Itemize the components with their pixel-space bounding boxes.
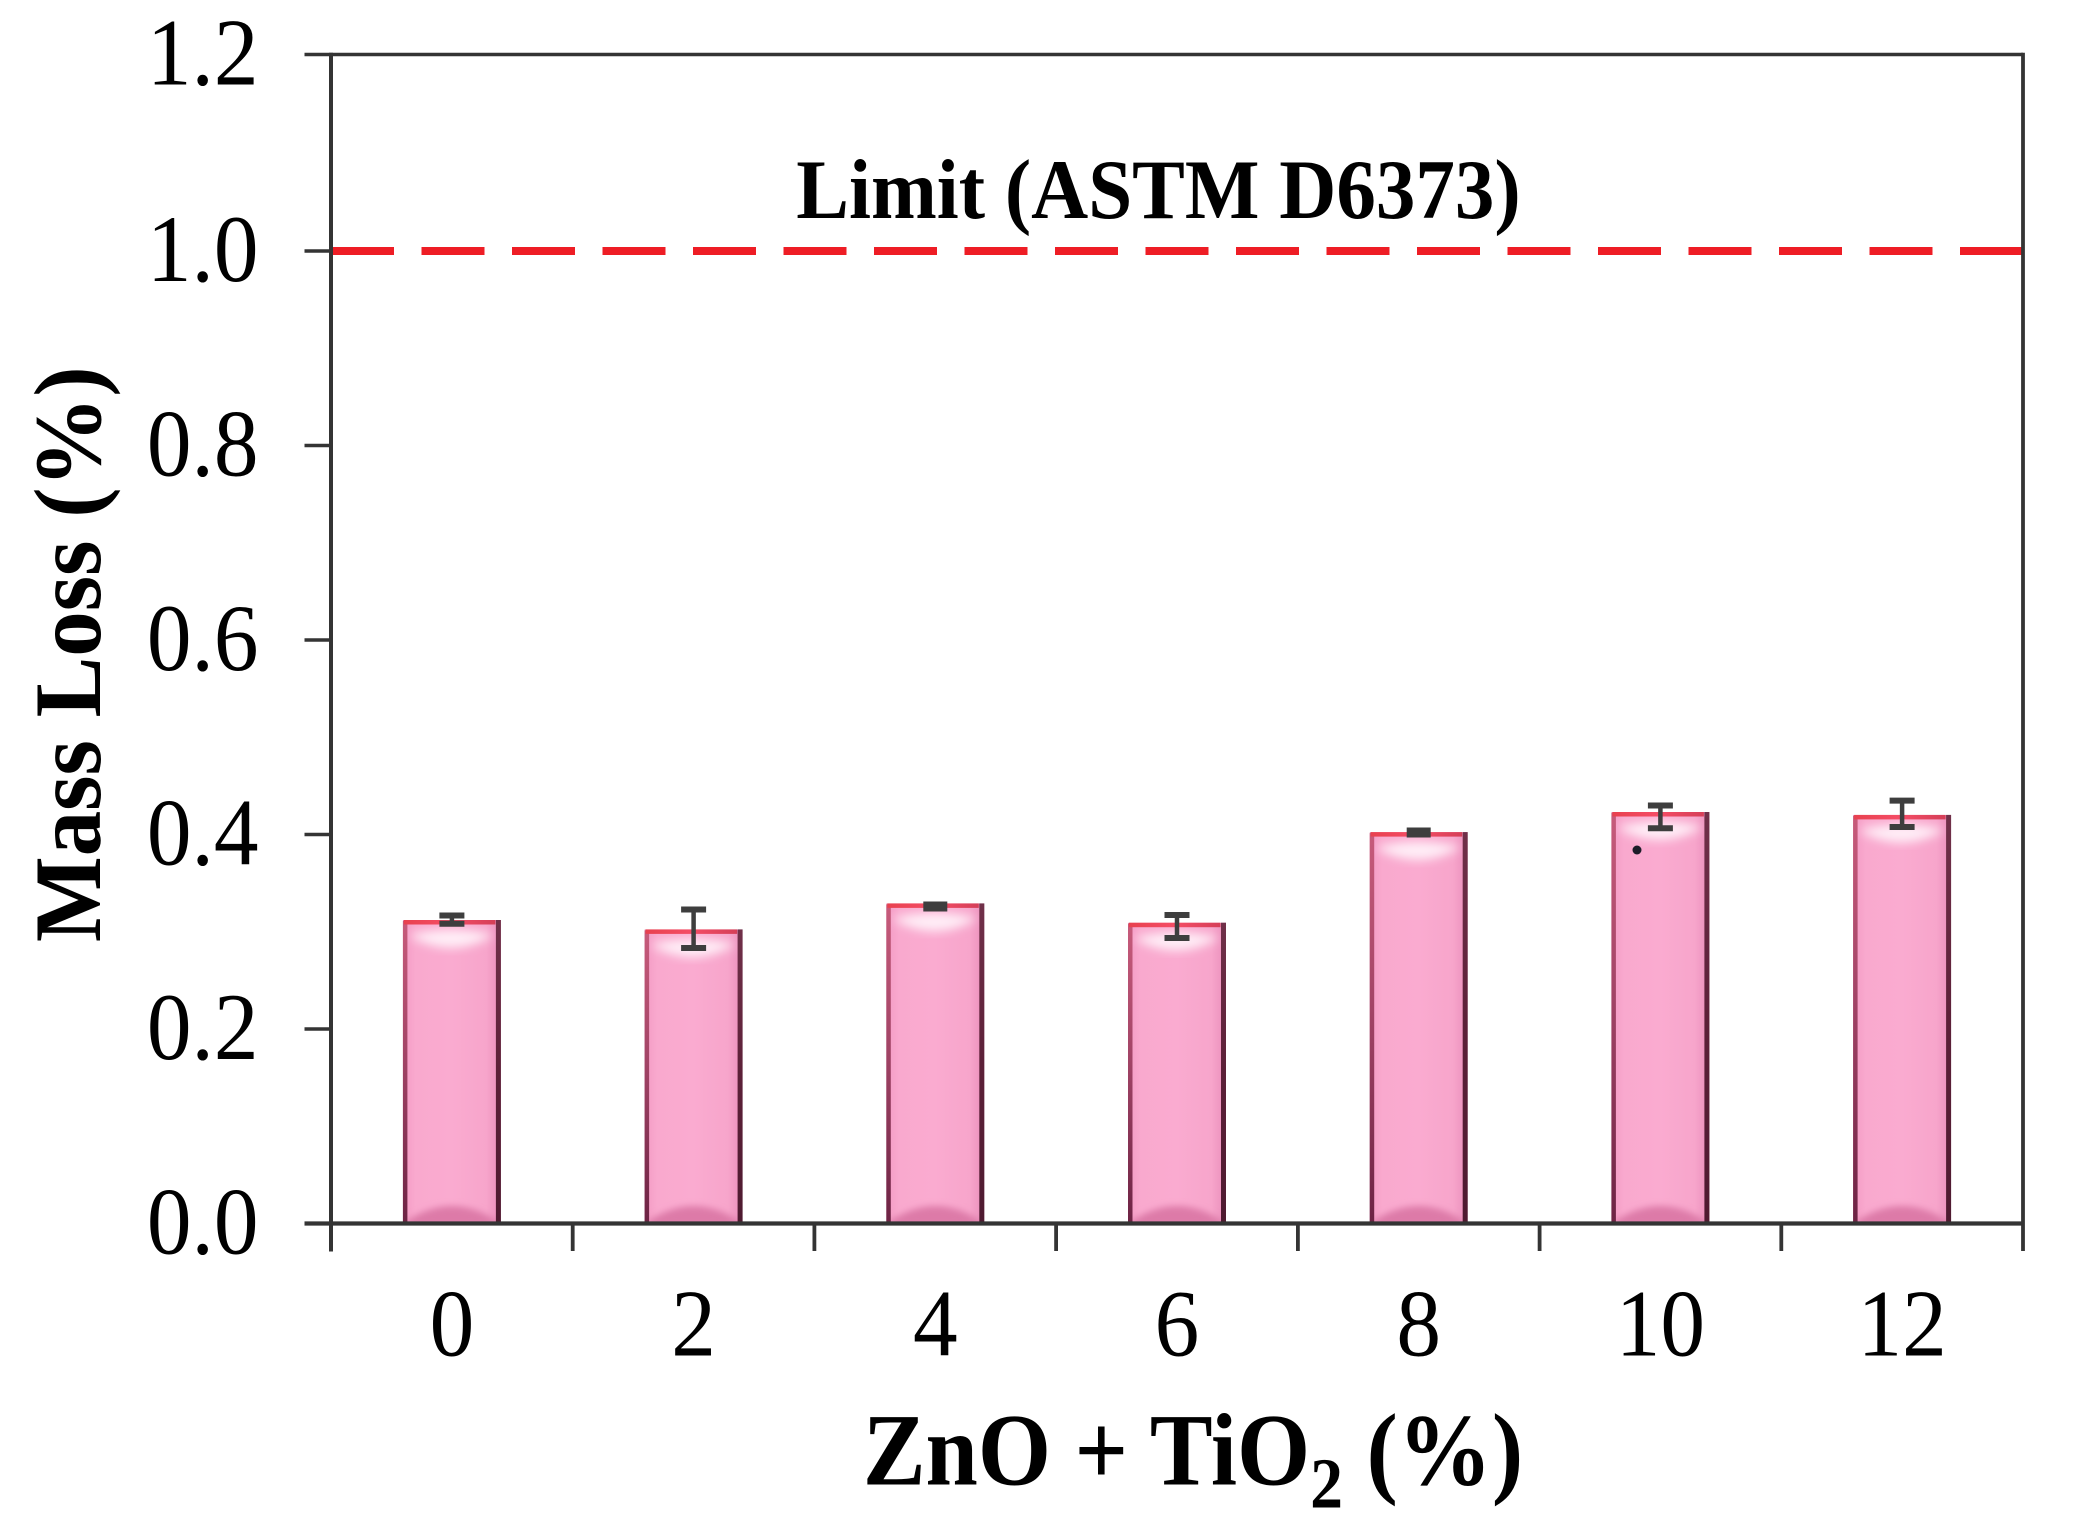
svg-text:0.4: 0.4 — [147, 780, 259, 885]
svg-text:0.8: 0.8 — [147, 391, 259, 496]
svg-text:0.0: 0.0 — [147, 1169, 259, 1274]
svg-text:6: 6 — [1155, 1271, 1200, 1376]
svg-text:Mass Loss (%): Mass Loss (%) — [16, 366, 122, 942]
svg-text:2: 2 — [671, 1271, 716, 1376]
svg-text:12: 12 — [1857, 1271, 1946, 1376]
svg-text:1.0: 1.0 — [147, 197, 259, 302]
svg-text:4: 4 — [913, 1271, 958, 1376]
svg-text:0.6: 0.6 — [147, 586, 259, 691]
svg-text:0.2: 0.2 — [147, 975, 259, 1080]
svg-text:1.2: 1.2 — [147, 0, 259, 105]
svg-text:ZnO + TiO2 (%): ZnO + TiO2 (%) — [863, 1394, 1523, 1523]
svg-text:0: 0 — [430, 1271, 475, 1376]
svg-text:Limit (ASTM D6373): Limit (ASTM D6373) — [796, 142, 1520, 236]
svg-text:8: 8 — [1396, 1271, 1441, 1376]
svg-text:10: 10 — [1616, 1271, 1705, 1376]
